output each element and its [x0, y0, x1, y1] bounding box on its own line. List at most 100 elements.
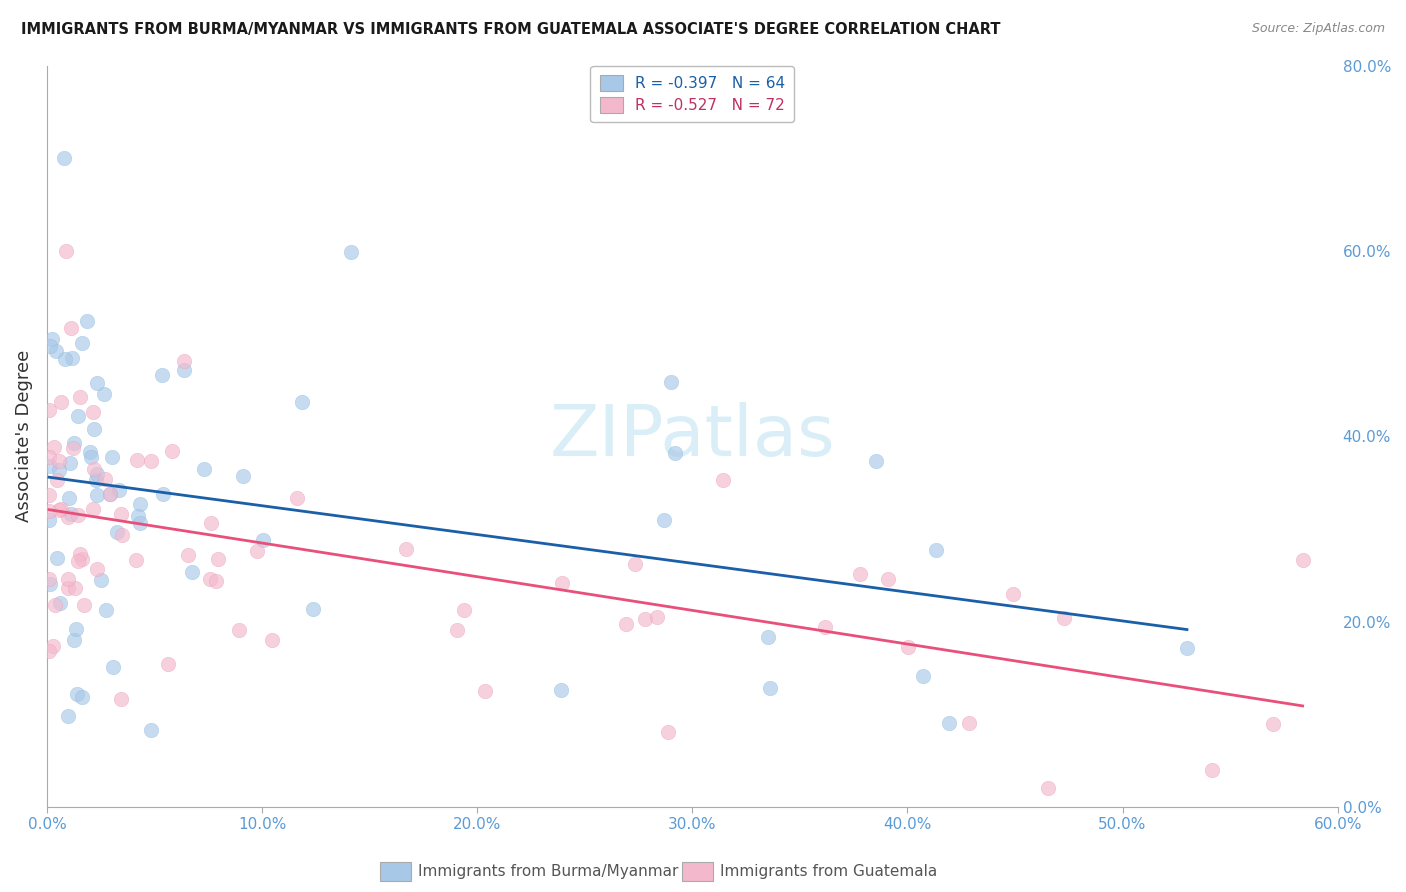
Point — [45, 474, 67, 488]
Point — [756, 630, 779, 644]
Point — [56, 581, 79, 595]
Point — [84, 473, 107, 487]
Point — [62, 441, 84, 455]
Point — [69, 390, 91, 404]
Point — [66, 687, 89, 701]
Point — [652, 512, 675, 526]
Point — [86, 376, 108, 390]
Point — [65, 622, 87, 636]
Point — [139, 454, 162, 468]
Point — [453, 603, 475, 617]
Point — [634, 612, 657, 626]
Point — [205, 574, 228, 588]
Point — [94, 472, 117, 486]
Point — [173, 354, 195, 368]
Point — [127, 509, 149, 524]
Point — [93, 386, 115, 401]
Point — [55, 244, 77, 258]
Point — [128, 497, 150, 511]
Point — [228, 623, 250, 637]
Point — [474, 684, 496, 698]
Point — [38, 576, 60, 591]
Point — [550, 683, 572, 698]
Point — [125, 453, 148, 467]
Point — [70, 552, 93, 566]
Point — [48, 462, 70, 476]
Point — [100, 450, 122, 464]
Point — [897, 640, 920, 655]
Point — [38, 450, 60, 465]
Point — [246, 543, 269, 558]
Point — [260, 633, 283, 648]
Point — [66, 554, 89, 568]
Point — [45, 344, 67, 359]
Point — [63, 581, 86, 595]
Legend: R = -0.397   N = 64, R = -0.527   N = 72: R = -0.397 N = 64, R = -0.527 N = 72 — [591, 66, 794, 122]
Point — [108, 483, 131, 497]
Y-axis label: Associate's Degree: Associate's Degree — [15, 351, 32, 523]
Point — [957, 715, 980, 730]
Point — [86, 562, 108, 576]
Point — [72, 336, 94, 351]
Point — [152, 487, 174, 501]
Point — [446, 624, 468, 638]
Point — [110, 692, 132, 706]
Point — [551, 575, 574, 590]
Point — [1053, 611, 1076, 625]
Point — [1201, 763, 1223, 777]
Point — [58, 709, 80, 723]
Point — [624, 558, 647, 572]
Point — [1175, 641, 1198, 656]
Point — [41, 332, 63, 346]
Point — [94, 603, 117, 617]
Point — [59, 456, 82, 470]
Point — [86, 467, 108, 481]
Point — [38, 573, 60, 587]
Text: ZIPatlas: ZIPatlas — [550, 401, 835, 471]
Point — [55, 352, 77, 367]
Point — [76, 314, 98, 328]
Text: IMMIGRANTS FROM BURMA/MYANMAR VS IMMIGRANTS FROM GUATEMALA ASSOCIATE'S DEGREE CO: IMMIGRANTS FROM BURMA/MYANMAR VS IMMIGRA… — [21, 22, 1001, 37]
Point — [66, 409, 89, 423]
Point — [86, 488, 108, 502]
Point — [876, 572, 898, 586]
Point — [125, 553, 148, 567]
Point — [38, 488, 60, 502]
Point — [659, 375, 682, 389]
Point — [98, 487, 121, 501]
Point — [49, 596, 72, 610]
Point — [193, 461, 215, 475]
Point — [645, 610, 668, 624]
Point — [1036, 781, 1059, 796]
Point — [60, 321, 83, 335]
Point — [83, 462, 105, 476]
Text: Source: ZipAtlas.com: Source: ZipAtlas.com — [1251, 22, 1385, 36]
Point — [139, 723, 162, 737]
Point — [291, 395, 314, 409]
Point — [207, 551, 229, 566]
Point — [83, 422, 105, 436]
Point — [912, 668, 935, 682]
Point — [46, 551, 69, 566]
Point — [90, 574, 112, 588]
Text: Immigrants from Burma/Myanmar: Immigrants from Burma/Myanmar — [418, 864, 678, 879]
Point — [56, 510, 79, 524]
Point — [60, 351, 83, 365]
Point — [39, 339, 62, 353]
Point — [711, 474, 734, 488]
Point — [1001, 587, 1024, 601]
Point — [38, 504, 60, 518]
Point — [657, 724, 679, 739]
Point — [58, 491, 80, 506]
Point — [82, 502, 104, 516]
Point — [162, 443, 184, 458]
Point — [252, 533, 274, 547]
Point — [181, 565, 204, 579]
Point — [58, 572, 80, 586]
Point — [758, 681, 780, 696]
Point — [616, 617, 638, 632]
Point — [66, 508, 89, 522]
Point — [285, 491, 308, 505]
Point — [302, 602, 325, 616]
Point — [232, 468, 254, 483]
